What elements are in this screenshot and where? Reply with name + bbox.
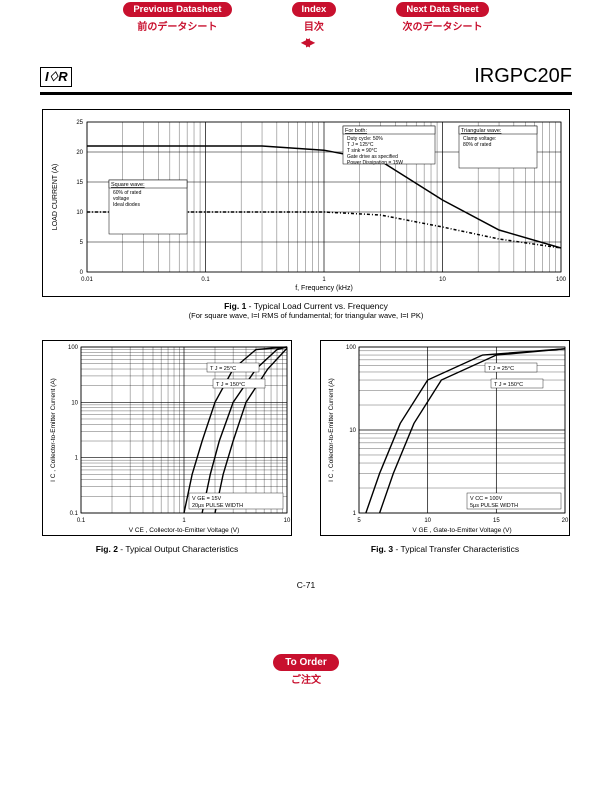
nav-index: Index 目次 — [292, 2, 337, 33]
fig1-caption-rest: - Typical Load Current vs. Frequency — [246, 301, 388, 311]
index-jp: 目次 — [292, 18, 337, 33]
svg-text:I C , Collector-to-Emitter Cur: I C , Collector-to-Emitter Current (A) — [50, 378, 57, 482]
index-button[interactable]: Index — [292, 2, 337, 17]
nav-prev: Previous Datasheet 前のデータシート — [123, 2, 231, 33]
svg-text:10: 10 — [439, 277, 446, 283]
next-button[interactable]: Next Data Sheet — [396, 2, 488, 17]
fig2-chart: 0.1 1 10 0.1 1 10 100 I C , Collector-to-Emitte… — [42, 340, 292, 536]
fig3-caption-rest: - Typical Transfer Characteristics — [393, 544, 519, 554]
svg-text:Ideal diodes: Ideal diodes — [113, 202, 140, 208]
logo: I♢R — [40, 67, 72, 87]
svg-text:For both:: For both: — [345, 128, 367, 134]
svg-text:20: 20 — [562, 518, 569, 524]
svg-text:T J = 150°C: T J = 150°C — [216, 382, 245, 388]
svg-text:10: 10 — [424, 518, 431, 524]
order-jp: ご注文 — [0, 671, 612, 686]
svg-text:T J = 25°C: T J = 25°C — [488, 366, 514, 372]
fig-row: 0.1 1 10 0.1 1 10 100 I C , Collector-to-Emitte… — [42, 340, 570, 554]
svg-text:10: 10 — [284, 518, 291, 524]
svg-text:80% of rated: 80% of rated — [463, 142, 492, 148]
svg-text:I C , Collector-to-Emitter Cur: I C , Collector-to-Emitter Current (A) — [328, 378, 335, 482]
svg-text:Triangular wave:: Triangular wave: — [461, 128, 502, 134]
fig2-caption: Fig. 2 - Typical Output Characteristics — [42, 544, 292, 554]
svg-text:LOAD CURRENT (A): LOAD CURRENT (A) — [52, 164, 59, 230]
page-number: C-71 — [0, 580, 612, 590]
fig1-caption: Fig. 1 - Typical Load Current vs. Freque… — [0, 301, 612, 311]
header-bar: I♢R IRGPC20F — [40, 65, 572, 88]
fig3-container: 5 10 15 20 1 10 100 I C , Collector-to-Emitter … — [320, 340, 570, 554]
svg-text:0.1: 0.1 — [70, 511, 79, 517]
svg-text:15: 15 — [493, 518, 500, 524]
svg-text:10: 10 — [71, 400, 78, 406]
svg-text:5: 5 — [357, 518, 361, 524]
svg-text:10: 10 — [76, 210, 83, 216]
order-container: To Order — [0, 654, 612, 671]
svg-text:1: 1 — [75, 456, 79, 462]
svg-text:0.1: 0.1 — [201, 277, 210, 283]
fig1-subcaption: (For square wave, I=I RMS of fundamental… — [0, 311, 612, 320]
svg-text:1: 1 — [182, 518, 186, 524]
svg-text:0: 0 — [80, 270, 84, 276]
svg-text:T J = 25°C: T J = 25°C — [210, 366, 236, 372]
svg-text:f, Frequency (kHz): f, Frequency (kHz) — [295, 285, 353, 292]
prev-button[interactable]: Previous Datasheet — [123, 2, 231, 17]
svg-text:V GE = 15V: V GE = 15V — [192, 496, 222, 502]
svg-text:T J = 150°C: T J = 150°C — [494, 382, 523, 388]
svg-text:100: 100 — [68, 345, 79, 351]
svg-text:20μs PULSE WIDTH: 20μs PULSE WIDTH — [192, 503, 243, 509]
svg-text:20: 20 — [76, 150, 83, 156]
order-button[interactable]: To Order — [273, 654, 338, 671]
svg-text:V CE , Collector-to-Emitter V: V CE , Collector-to-Emitter Voltage (V) — [129, 527, 240, 534]
svg-text:5μs PULSE WIDTH: 5μs PULSE WIDTH — [470, 503, 518, 509]
next-jp: 次のデータシート — [396, 18, 488, 33]
fig2-caption-rest: - Typical Output Characteristics — [118, 544, 238, 554]
fig1-container: 0.01 0.1 1 10 100 0 5 10 15 20 25 LOAD CURRENT (A) f… — [42, 109, 570, 297]
svg-text:100: 100 — [556, 277, 567, 283]
svg-text:V GE , Gate-to-Emitter Voltage: V GE , Gate-to-Emitter Voltage (V) — [412, 527, 511, 534]
nav-next: Next Data Sheet 次のデータシート — [396, 2, 488, 33]
nav-arrows-icon[interactable]: ◀▶ — [0, 35, 612, 49]
svg-text:1: 1 — [322, 277, 326, 283]
prev-jp: 前のデータシート — [123, 18, 231, 33]
header-rule — [40, 92, 572, 95]
svg-text:25: 25 — [76, 120, 83, 126]
svg-text:15: 15 — [76, 180, 83, 186]
svg-text:5: 5 — [80, 240, 84, 246]
svg-text:0.1: 0.1 — [77, 518, 86, 524]
svg-text:V CC = 100V: V CC = 100V — [470, 496, 503, 502]
fig3-caption: Fig. 3 - Typical Transfer Characteristic… — [320, 544, 570, 554]
svg-text:Power Dissipation = 15W: Power Dissipation = 15W — [347, 160, 403, 166]
part-number: IRGPC20F — [474, 65, 572, 88]
svg-text:Square wave:: Square wave: — [111, 182, 145, 188]
top-nav: Previous Datasheet 前のデータシート Index 目次 Nex… — [0, 0, 612, 33]
fig2-caption-bold: Fig. 2 — [96, 544, 118, 554]
fig2-container: 0.1 1 10 0.1 1 10 100 I C , Collector-to-Emitte… — [42, 340, 292, 554]
fig3-caption-bold: Fig. 3 — [371, 544, 393, 554]
fig1-chart: 0.01 0.1 1 10 100 0 5 10 15 20 25 LOAD CURRENT (A) f… — [43, 116, 569, 296]
fig3-chart: 5 10 15 20 1 10 100 I C , Collector-to-Emitter … — [320, 340, 570, 536]
svg-text:10: 10 — [349, 428, 356, 434]
svg-text:0.01: 0.01 — [81, 277, 93, 283]
fig1-caption-bold: Fig. 1 — [224, 301, 246, 311]
svg-text:100: 100 — [346, 345, 357, 351]
svg-text:1: 1 — [353, 511, 357, 517]
